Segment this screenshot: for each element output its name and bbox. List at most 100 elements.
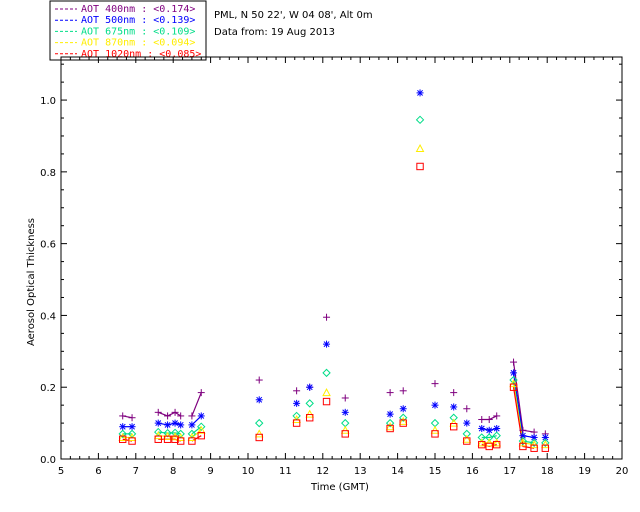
marker-stroke (171, 435, 179, 443)
marker-aot-500nm (177, 421, 185, 429)
x-tick-label: 13 (354, 466, 367, 477)
y-tick-label: 0.4 (40, 311, 56, 322)
x-tick-label: 18 (541, 466, 554, 477)
marker-aot-1020nm (399, 419, 407, 427)
marker-stroke (153, 431, 163, 440)
marker-stroke (306, 414, 314, 422)
marker-stroke (430, 418, 440, 428)
marker-aot-675nm (541, 438, 550, 448)
marker-aot-400nm (128, 414, 136, 422)
marker-aot-400nm (197, 389, 205, 397)
marker-stroke (415, 115, 425, 125)
marker-aot-870nm (254, 429, 264, 438)
marker-stroke (385, 422, 395, 431)
marker-aot-870nm (176, 432, 186, 441)
marker-stroke (462, 434, 472, 443)
marker-aot-1020nm (171, 435, 179, 443)
marker-aot-870nm (398, 416, 408, 425)
marker-aot-870nm (127, 432, 137, 441)
marker-aot-1020nm (188, 437, 196, 445)
marker-stroke (127, 432, 137, 441)
marker-aot-1020nm (119, 435, 127, 443)
marker-stroke (386, 424, 394, 433)
marker-stroke (450, 404, 457, 410)
marker-aot-870nm (385, 422, 395, 431)
marker-stroke (431, 430, 439, 438)
marker-stroke (198, 412, 205, 419)
marker-aot-675nm (529, 438, 539, 448)
marker-stroke (463, 437, 471, 445)
marker-stroke (529, 440, 539, 449)
x-tick-label: 11 (279, 466, 292, 477)
marker-stroke (129, 423, 136, 430)
marker-aot-1020nm (541, 444, 550, 452)
x-tick-label: 9 (207, 466, 213, 477)
y-axis: 0.0 0.2 0.4 0.6 0.8 1.0 (40, 63, 622, 466)
series-line-aot-400nm (158, 411, 182, 417)
marker-stroke (385, 418, 395, 428)
marker-aot-500nm (255, 396, 263, 404)
marker-aot-400nm (188, 412, 196, 420)
y-tick-label: 0.6 (40, 240, 56, 251)
marker-stroke (341, 418, 350, 428)
marker-aot-400nm (493, 412, 501, 420)
marker-aot-1020nm (128, 437, 136, 445)
marker-aot-500nm (431, 401, 439, 409)
marker-stroke (340, 425, 350, 434)
marker-aot-1020nm (478, 440, 486, 449)
marker-aot-400nm (154, 408, 162, 416)
marker-aot-1020nm (176, 437, 185, 445)
marker-stroke (187, 432, 197, 441)
marker-aot-500nm (341, 408, 349, 416)
marker-aot-870nm (340, 425, 350, 434)
x-tick-label: 17 (503, 466, 516, 477)
marker-stroke (306, 384, 313, 391)
series-line-aot-500nm (158, 422, 181, 426)
marker-stroke (477, 438, 487, 447)
marker-aot-675nm (255, 418, 264, 428)
marker-aot-500nm (164, 421, 172, 429)
marker-aot-400nm (510, 358, 518, 366)
x-tick-label: 16 (466, 466, 479, 477)
marker-aot-675nm (163, 428, 172, 438)
marker-aot-500nm (188, 421, 196, 429)
marker-stroke (398, 416, 408, 425)
series-line-aot-1020nm (481, 444, 497, 448)
legend-label: AOT 870nm : <0.094> (81, 38, 195, 49)
marker-aot-870nm (415, 143, 425, 153)
marker-aot-1020nm (431, 430, 439, 438)
marker-aot-400nm (399, 387, 407, 395)
marker-stroke (292, 419, 301, 427)
marker-stroke (531, 434, 538, 441)
marker-aot-1020nm (509, 383, 518, 391)
marker-aot-400nm (450, 389, 458, 397)
marker-stroke (492, 438, 502, 447)
y-tick-label: 0.2 (40, 383, 56, 394)
marker-stroke (542, 434, 549, 441)
marker-aot-500nm (510, 369, 518, 377)
marker-aot-400nm (177, 412, 185, 420)
marker-stroke (154, 435, 162, 443)
marker-aot-1020nm (493, 440, 501, 449)
x-tick-label: 5 (58, 466, 64, 477)
marker-aot-500nm (119, 423, 127, 431)
marker-stroke (518, 438, 528, 447)
marker-stroke (493, 425, 500, 432)
marker-aot-1020nm (463, 437, 471, 445)
marker-stroke (417, 89, 423, 96)
marker-aot-400nm (485, 416, 493, 424)
x-tick-label: 12 (316, 466, 329, 477)
marker-aot-870nm (187, 432, 197, 441)
marker-stroke (255, 418, 264, 428)
marker-aot-870nm (509, 379, 518, 388)
marker-aot-675nm (118, 429, 127, 439)
marker-stroke (118, 432, 128, 441)
marker-aot-500nm (463, 419, 471, 427)
marker-stroke (485, 442, 493, 451)
marker-aot-870nm (153, 431, 163, 440)
marker-stroke (256, 396, 263, 403)
marker-aot-675nm (197, 422, 206, 431)
marker-aot-870nm (518, 438, 528, 447)
marker-stroke (342, 409, 349, 416)
